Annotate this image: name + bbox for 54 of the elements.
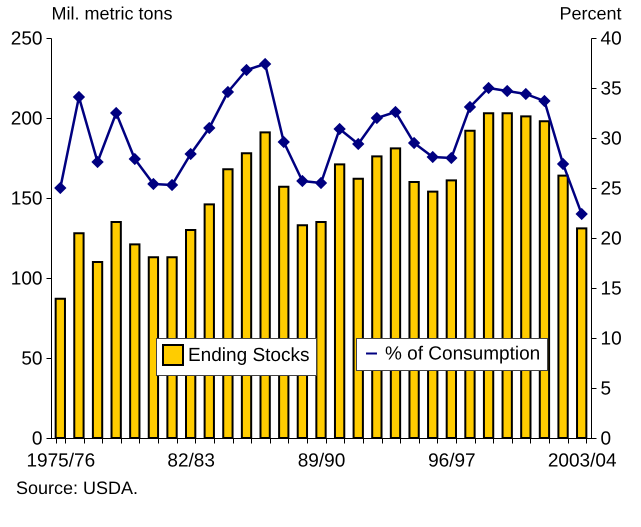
point (390, 106, 402, 118)
point (408, 137, 420, 149)
point (222, 86, 234, 98)
point (166, 179, 178, 191)
legend-label: Ending Stocks (188, 345, 310, 366)
x-tick-label: 82/83 (167, 450, 215, 472)
y2-tick-label: 0 (600, 428, 612, 450)
point (576, 208, 588, 220)
x-tick-label: 96/97 (428, 450, 476, 472)
point (352, 138, 364, 150)
point (278, 136, 290, 148)
y-tick-label: 200 (10, 108, 42, 130)
y-tick-label: 100 (10, 268, 42, 290)
point (464, 101, 476, 113)
point (538, 95, 550, 107)
point (315, 177, 327, 189)
y2-tick-label: 40 (600, 28, 622, 50)
point (204, 122, 216, 134)
point (520, 88, 532, 100)
y-tick-label: 0 (32, 428, 42, 450)
y2-tick-label: 20 (600, 228, 622, 250)
point (482, 82, 494, 94)
point (501, 85, 513, 97)
y2-tick-label: 15 (600, 278, 622, 300)
point (557, 158, 569, 170)
y2-tick-label: 5 (600, 378, 612, 400)
point (446, 152, 458, 164)
point (184, 148, 196, 160)
point (92, 156, 104, 168)
point (110, 107, 122, 119)
point (426, 151, 438, 163)
source-note: Source: USDA. (16, 478, 138, 498)
y2-axis-title: Percent (559, 4, 622, 24)
legend-label: % of Consumption (385, 344, 540, 364)
y-tick-label: 150 (10, 188, 42, 210)
point (296, 175, 308, 187)
y2-tick-label: 35 (600, 78, 622, 100)
y-tick-label: 250 (10, 28, 42, 50)
y2-tick-label: 25 (600, 178, 622, 200)
point (240, 64, 252, 76)
point (148, 178, 160, 190)
x-tick-label: 89/90 (298, 450, 346, 472)
y-axis-title: Mil. metric tons (52, 4, 173, 24)
y2-tick-label: 30 (600, 128, 622, 150)
x-tick-label: 2003/04 (548, 450, 617, 472)
y2-tick-label: 10 (600, 328, 622, 350)
x-tick-label: 1975/76 (26, 450, 96, 472)
point (371, 112, 383, 124)
point (334, 123, 346, 135)
point (73, 91, 85, 103)
point (129, 153, 141, 165)
y-tick-label: 50 (21, 348, 42, 370)
point (259, 58, 271, 70)
point (54, 182, 66, 194)
